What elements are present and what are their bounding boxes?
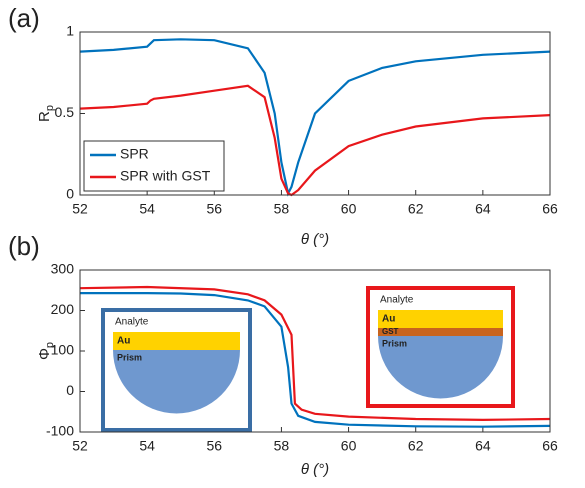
inset-layer xyxy=(113,332,240,350)
y-tick-label: 100 xyxy=(51,342,75,358)
x-tick-label: 66 xyxy=(542,201,558,217)
y-tick-label: 1 xyxy=(66,23,74,39)
data-line xyxy=(80,292,551,428)
x-tick-label: 54 xyxy=(139,201,155,217)
y-label-main: R xyxy=(36,111,53,122)
y-axis-label: Rp xyxy=(36,105,56,122)
panel-label: (b) xyxy=(8,231,40,261)
y-tick-label: 200 xyxy=(51,301,75,317)
inset-prism xyxy=(113,350,240,414)
y-label-sub: p xyxy=(44,105,56,111)
axes-box xyxy=(79,31,551,196)
y-label-sub: p xyxy=(44,342,56,348)
x-tick-label: 54 xyxy=(139,438,155,454)
y-label-main: Φ xyxy=(36,348,53,360)
x-tick-label: 64 xyxy=(475,201,491,217)
x-tick-label: 52 xyxy=(72,201,88,217)
panel-label: (a) xyxy=(8,3,40,33)
y-tick-label: 300 xyxy=(51,261,75,277)
inset-label: Analyte xyxy=(115,317,149,328)
inset-label: Prism xyxy=(382,338,407,348)
data-line xyxy=(79,84,551,197)
x-tick-label: 52 xyxy=(72,438,88,454)
x-tick-label: 60 xyxy=(341,438,357,454)
x-tick-label: 62 xyxy=(408,201,424,217)
y-tick-label: -100 xyxy=(46,423,74,439)
inset-layer xyxy=(378,328,503,336)
x-tick-label: 58 xyxy=(274,438,290,454)
legend-label: SPR xyxy=(120,146,149,162)
y-tick-label: 0.5 xyxy=(55,104,75,120)
inset-label: Au xyxy=(117,336,130,347)
data-line xyxy=(79,38,551,197)
legend-label: SPR with GST xyxy=(120,168,211,184)
inset-label: Prism xyxy=(117,352,142,362)
inset-label: Au xyxy=(382,314,395,325)
inset-layer xyxy=(378,310,503,328)
x-tick-label: 56 xyxy=(206,438,222,454)
y-tick-label: 0 xyxy=(66,186,74,202)
x-tick-label: 62 xyxy=(408,438,424,454)
y-tick-label: 0 xyxy=(66,382,74,398)
x-axis-label: θ (°) xyxy=(301,231,329,248)
x-tick-label: 56 xyxy=(206,201,222,217)
x-axis-label: θ (°) xyxy=(301,461,329,478)
inset-label: GST xyxy=(382,327,399,336)
x-tick-label: 66 xyxy=(542,438,558,454)
y-axis-label: Φp xyxy=(36,342,56,360)
inset-prism xyxy=(378,336,503,399)
data-line xyxy=(79,285,551,422)
axes-box xyxy=(79,269,551,433)
inset-label: Analyte xyxy=(380,295,414,306)
x-tick-label: 64 xyxy=(475,438,491,454)
legend-box xyxy=(83,140,225,192)
x-tick-label: 60 xyxy=(341,201,357,217)
x-tick-label: 58 xyxy=(274,201,290,217)
